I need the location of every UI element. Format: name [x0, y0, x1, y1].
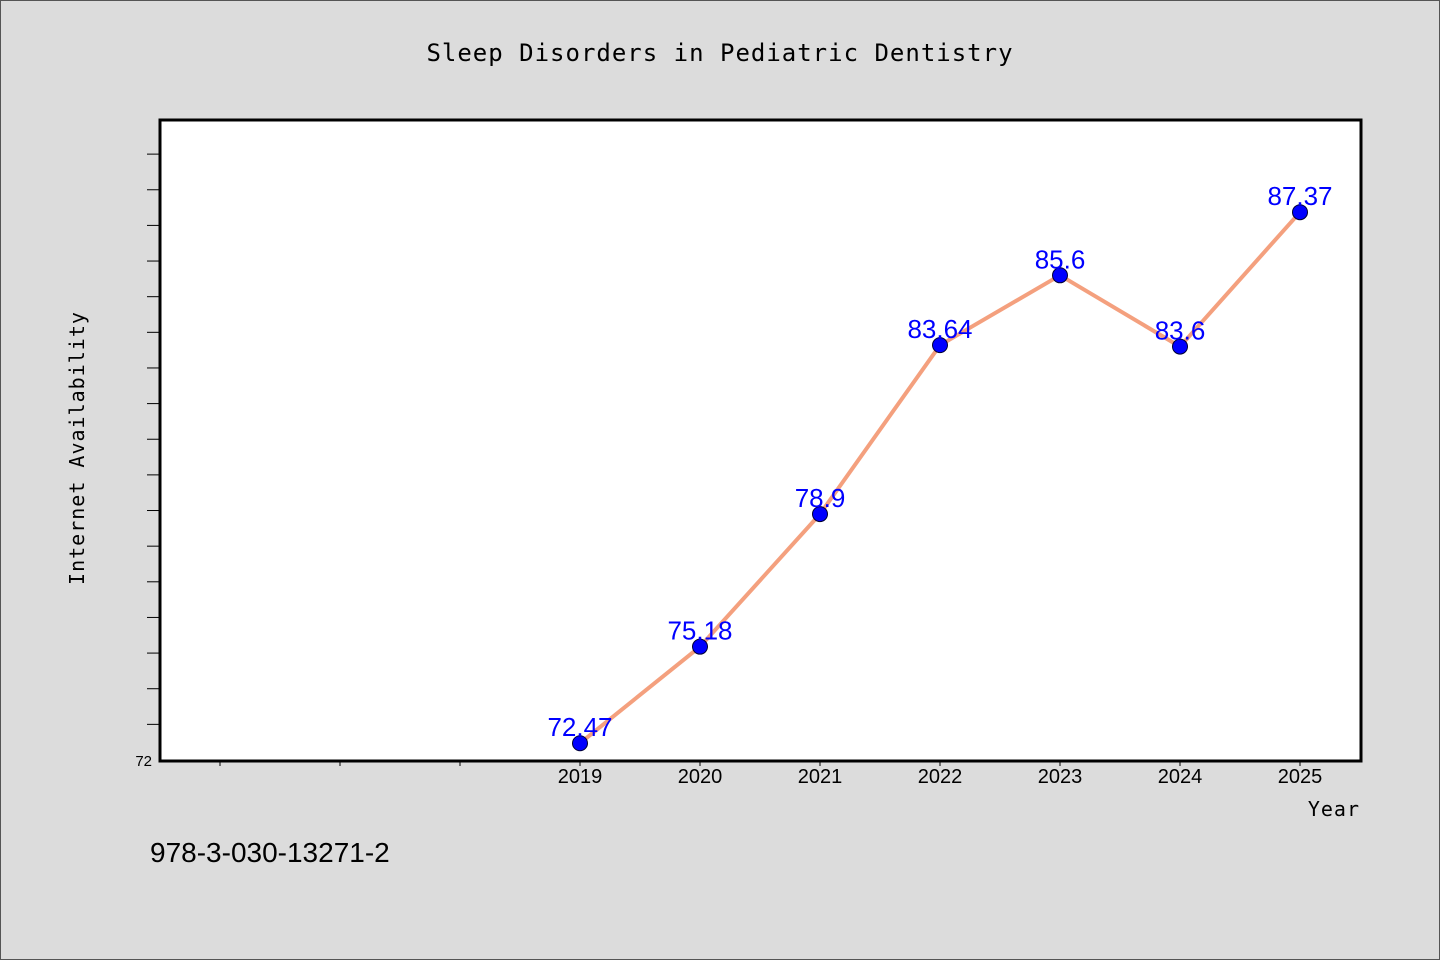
x-axis-label: Year — [1308, 797, 1360, 821]
data-point — [1052, 267, 1068, 284]
y-axis-label: Internet Availability — [65, 311, 89, 585]
data-point — [692, 638, 708, 655]
x-tick-label: 2020 — [678, 766, 723, 788]
data-point — [572, 735, 588, 752]
data-label: 87.37 — [1267, 181, 1332, 211]
x-axis-ticks: 2019 2020 2021 2022 2023 2024 2025 — [219, 760, 1323, 788]
y-axis-ticks — [147, 153, 160, 725]
data-label: 72.47 — [547, 712, 612, 742]
x-tick-label: 2025 — [1278, 766, 1323, 788]
series-markers-group — [572, 204, 1308, 752]
x-tick-label: 2021 — [798, 766, 843, 788]
data-label: 85.6 — [1035, 244, 1086, 274]
data-point — [932, 337, 948, 354]
data-point — [1292, 204, 1308, 221]
chart-title: Sleep Disorders in Pediatric Dentistry — [426, 39, 1013, 67]
data-label: 78.9 — [795, 483, 846, 513]
isbn-caption: 978-3-030-13271-2 — [150, 837, 390, 868]
x-tick-label: 2024 — [1158, 766, 1203, 788]
x-tick-label: 2023 — [1038, 766, 1083, 788]
y-tick-label-72: 72 — [135, 753, 152, 770]
plot-area — [158, 118, 1363, 763]
data-point — [1172, 338, 1188, 355]
data-label: 75.18 — [667, 616, 732, 646]
data-label: 83.6 — [1155, 316, 1206, 346]
data-labels-group: 72.47 75.18 78.9 83.64 85.6 83.6 87.37 — [547, 181, 1332, 742]
x-tick-label: 2022 — [918, 766, 963, 788]
data-label: 83.64 — [907, 314, 972, 344]
x-tick-label: 2019 — [558, 766, 603, 788]
data-point — [812, 506, 828, 523]
